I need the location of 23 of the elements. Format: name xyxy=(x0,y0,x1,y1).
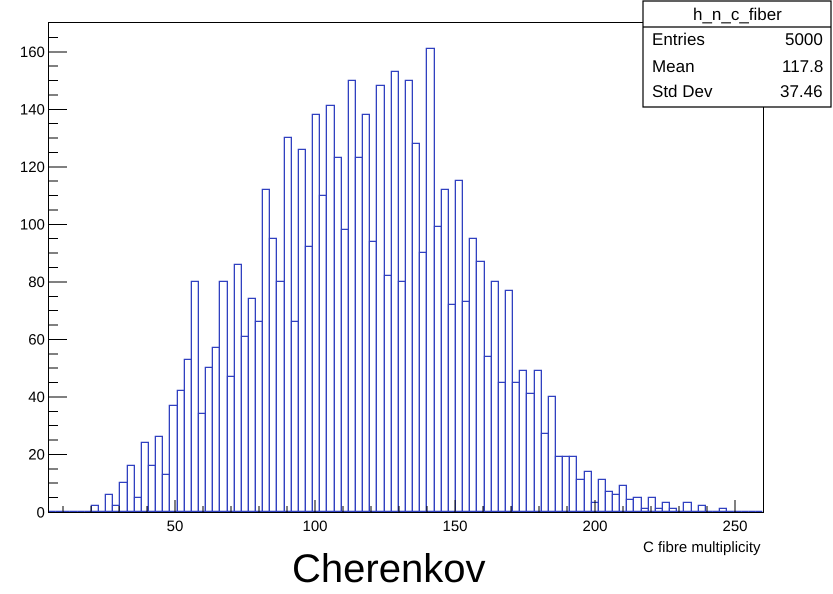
y-tick-label: 120 xyxy=(20,159,45,176)
y-tick-label: 40 xyxy=(28,389,45,406)
y-tick-label: 60 xyxy=(28,332,45,349)
y-tick-label: 80 xyxy=(28,274,45,292)
text: 37.46 xyxy=(780,82,823,101)
y-tick-label: 160 xyxy=(20,44,45,62)
x-tick-label: 200 xyxy=(582,518,608,536)
x-tick-label: 50 xyxy=(166,518,184,536)
text: 117.8 xyxy=(782,57,824,76)
text: Cherenkov xyxy=(292,547,486,591)
x-tick-label: 100 xyxy=(302,518,328,536)
y-tick-label: 140 xyxy=(20,102,45,119)
text: 5000 xyxy=(785,30,823,49)
x-tick-label: 250 xyxy=(722,518,748,536)
y-tick-label: 0 xyxy=(36,504,45,522)
x-tick-label: 150 xyxy=(442,518,468,536)
y-tick-label: 20 xyxy=(28,446,45,464)
annotation: Entries xyxy=(652,30,705,49)
x-axis-title: C fibre multiplicity xyxy=(643,539,762,556)
annotation: h_n_c_fiber xyxy=(693,5,782,24)
annotation: Mean xyxy=(652,57,695,76)
y-tick-label: 100 xyxy=(20,216,45,234)
annotation: Std Dev xyxy=(652,82,713,101)
